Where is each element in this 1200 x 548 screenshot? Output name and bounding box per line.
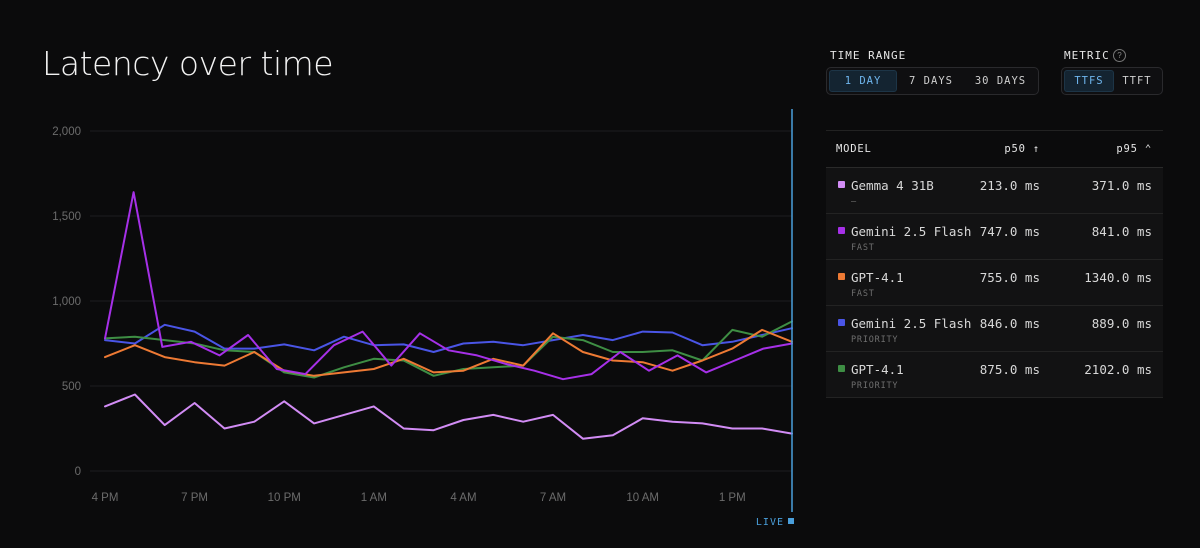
column-header-p50[interactable]: p50 ↑: [1004, 143, 1040, 155]
series-line-0: [104, 323, 793, 353]
chart-grid: [90, 130, 792, 472]
y-tick-label: 1,500: [52, 211, 81, 223]
p95-value: 371.0 ms: [1091, 178, 1152, 193]
y-axis-ticks: 0 500 1,000 1,500 2,000: [52, 126, 81, 478]
x-tick-label: 1 PM: [719, 492, 746, 504]
model-name: Gemma 4 31B: [851, 178, 934, 193]
p50-value: 213.0 ms: [979, 178, 1040, 193]
column-header-p95[interactable]: p95 ⌃: [1116, 143, 1152, 155]
p50-value: 875.0 ms: [979, 362, 1040, 377]
table-row[interactable]: Gemini 2.5 Flash PRIORITY 846.0 ms 889.0 ms: [826, 306, 1163, 352]
x-tick-label: 10 AM: [626, 492, 659, 504]
model-tier: PRIORITY: [851, 381, 899, 391]
latency-table: MODEL p50 ↑ p95 ⌃ Gemma 4 31B – 213.0 ms 37…: [826, 130, 1163, 398]
table-header: MODEL p50 ↑ p95 ⌃: [826, 131, 1163, 168]
model-name: GPT-4.1: [851, 362, 904, 377]
series-color-swatch: [838, 365, 845, 372]
table-row[interactable]: Gemma 4 31B – 213.0 ms 371.0 ms: [826, 168, 1163, 214]
p50-value: 747.0 ms: [979, 224, 1040, 239]
x-tick-label: 7 PM: [181, 492, 208, 504]
model-tier: FAST: [851, 243, 875, 253]
page-title: Latency over time: [42, 44, 334, 83]
y-tick-label: 500: [62, 381, 81, 393]
p95-value: 2102.0 ms: [1084, 362, 1152, 377]
model-name: Gemini 2.5 Flash: [851, 316, 972, 331]
model-tier: FAST: [851, 289, 875, 299]
chart-series: [104, 191, 793, 440]
series-color-swatch: [838, 227, 845, 234]
p50-value: 755.0 ms: [979, 270, 1040, 285]
x-tick-label: 1 AM: [361, 492, 387, 504]
latency-chart: 0 500 1,000 1,500 2,000 4 PM 7 PM 10 PM 1 AM 4 A…: [52, 109, 794, 528]
metric-ttfs[interactable]: TTFS: [1064, 70, 1114, 92]
table-row[interactable]: GPT-4.1 FAST 755.0 ms 1340.0 ms: [826, 260, 1163, 306]
series-color-swatch: [838, 273, 845, 280]
help-icon[interactable]: ?: [1113, 49, 1126, 62]
model-name: GPT-4.1: [851, 270, 904, 285]
metric-ttft[interactable]: TTFT: [1122, 75, 1152, 87]
table-row[interactable]: Gemini 2.5 Flash FAST 747.0 ms 841.0 ms: [826, 214, 1163, 260]
series-line-4: [104, 393, 793, 440]
column-header-model: MODEL: [836, 143, 872, 155]
metric-label: METRIC: [1064, 49, 1110, 62]
p95-value: 841.0 ms: [1091, 224, 1152, 239]
time-range-segmented-control: 1 DAY 7 DAYS 30 DAYS: [826, 67, 1039, 95]
table-body: Gemma 4 31B – 213.0 ms 371.0 ms Gemini 2.5 F…: [826, 168, 1163, 398]
series-color-swatch: [838, 319, 845, 326]
metric-segmented-control: TTFS TTFT: [1061, 67, 1163, 95]
p95-value: 1340.0 ms: [1084, 270, 1152, 285]
x-axis-ticks: 4 PM 7 PM 10 PM 1 AM 4 AM 7 AM 10 AM 1 PM: [92, 492, 746, 504]
x-tick-label: 7 AM: [540, 492, 566, 504]
p95-value: 889.0 ms: [1091, 316, 1152, 331]
series-line-3: [104, 191, 793, 381]
model-tier: PRIORITY: [851, 335, 899, 345]
model-tier: –: [851, 197, 857, 207]
live-dot-icon: [788, 518, 794, 524]
time-range-7-days[interactable]: 7 DAYS: [909, 75, 953, 87]
series-color-swatch: [838, 181, 845, 188]
series-line-2: [104, 328, 793, 377]
time-range-30-days[interactable]: 30 DAYS: [974, 75, 1027, 87]
y-tick-label: 1,000: [52, 296, 81, 308]
live-indicator: LIVE: [756, 109, 794, 528]
y-tick-label: 2,000: [52, 126, 81, 138]
p50-value: 846.0 ms: [979, 316, 1040, 331]
model-name: Gemini 2.5 Flash: [851, 224, 972, 239]
x-tick-label: 4 AM: [450, 492, 476, 504]
table-row[interactable]: GPT-4.1 PRIORITY 875.0 ms 2102.0 ms: [826, 352, 1163, 398]
y-tick-label: 0: [75, 466, 81, 478]
live-label: LIVE: [756, 517, 784, 528]
x-tick-label: 4 PM: [92, 492, 119, 504]
time-range-label: TIME RANGE: [830, 49, 907, 62]
x-tick-label: 10 PM: [268, 492, 301, 504]
time-range-1-day[interactable]: 1 DAY: [829, 70, 897, 92]
